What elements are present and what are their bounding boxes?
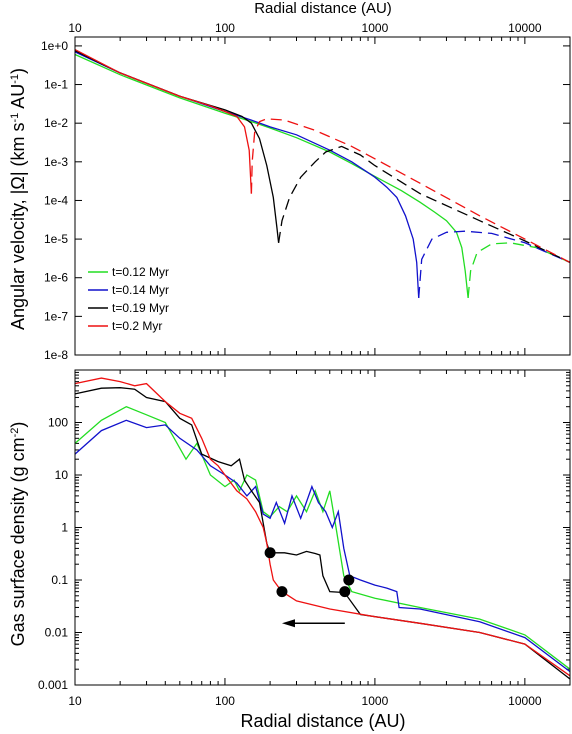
arrow-head (281, 619, 295, 628)
series-line (74, 405, 571, 670)
x-tick-label: 100 (215, 21, 235, 35)
series-line-dashed (418, 230, 571, 298)
top-plot-frame (74, 36, 571, 356)
series-line (74, 419, 571, 673)
bottom-ticks: 10 100 1000 10000 0.001 0.01 0.1 1 10 100 (38, 370, 571, 708)
marker-dot (339, 586, 351, 598)
bottom-series (74, 377, 571, 680)
legend-label: t=0.14 Myr (112, 283, 169, 297)
x-tick-label: 1000 (362, 21, 389, 35)
y-tick-label: 100 (48, 416, 68, 430)
top-x-axis-title: Radial distance (AU) (254, 0, 392, 17)
marker-dot (276, 586, 288, 598)
y-tick-label: 0.1 (51, 573, 68, 587)
y-tick-label: 1e-2 (44, 116, 68, 130)
series-line-dashed (467, 242, 571, 298)
bottom-plot-frame (74, 369, 571, 686)
y-tick-label: 1e-3 (44, 155, 68, 169)
y-tick-label: 10 (55, 468, 69, 482)
series-line-solid (74, 51, 420, 298)
x-tick-label: 10000 (508, 21, 542, 35)
x-tick-label: 10 (68, 21, 82, 35)
x-tick-label: 1000 (362, 694, 389, 708)
top-y-axis-title: Angular velocity, |Ω| (km s-1 AU-1) (8, 68, 28, 330)
legend-label: t=0.12 Myr (112, 265, 169, 279)
bottom-panel: Radial distance (AU) Gas surface density… (8, 369, 571, 731)
bottom-x-axis-title: Radial distance (AU) (240, 711, 405, 731)
legend: t=0.12 Myr t=0.14 Myr t=0.19 Myr t=0.2 Myr (88, 265, 169, 333)
y-tick-label: 1e-8 (44, 348, 68, 362)
series-line-dashed (250, 118, 571, 263)
series-line-solid (74, 49, 253, 194)
y-tick-label: 1e+0 (41, 39, 68, 53)
top-series (74, 49, 571, 298)
y-tick-label: 1e-4 (44, 193, 68, 207)
legend-label: t=0.2 Myr (112, 319, 162, 333)
top-panel: Radial distance (AU) Angular velocity, |… (8, 0, 571, 362)
y-tick-label: 1e-5 (44, 232, 68, 246)
migration-arrow (281, 619, 345, 628)
x-tick-label: 10 (68, 694, 82, 708)
y-tick-label: 1e-6 (44, 271, 68, 285)
x-tick-label: 10000 (508, 694, 542, 708)
series-line-solid (74, 53, 469, 298)
y-tick-label: 0.001 (38, 678, 68, 692)
y-tick-label: 0.01 (45, 626, 69, 640)
series-line-dashed (277, 145, 571, 263)
y-tick-label: 1e-7 (44, 309, 68, 323)
bottom-y-axis-title: Gas surface density (g cm-2) (8, 422, 28, 647)
marker-dot (264, 547, 276, 559)
marker-dot (343, 574, 355, 586)
legend-label: t=0.19 Myr (112, 301, 169, 315)
y-tick-label: 1 (61, 521, 68, 535)
bottom-markers (264, 547, 355, 598)
x-tick-label: 100 (215, 694, 235, 708)
series-line (74, 377, 571, 677)
top-ticks: 10 100 1000 10000 1e+0 1e-1 1e-2 1e-3 1e-4 1e-5 1e… (41, 21, 571, 362)
series-line (74, 387, 571, 680)
y-tick-label: 1e-1 (44, 78, 68, 92)
